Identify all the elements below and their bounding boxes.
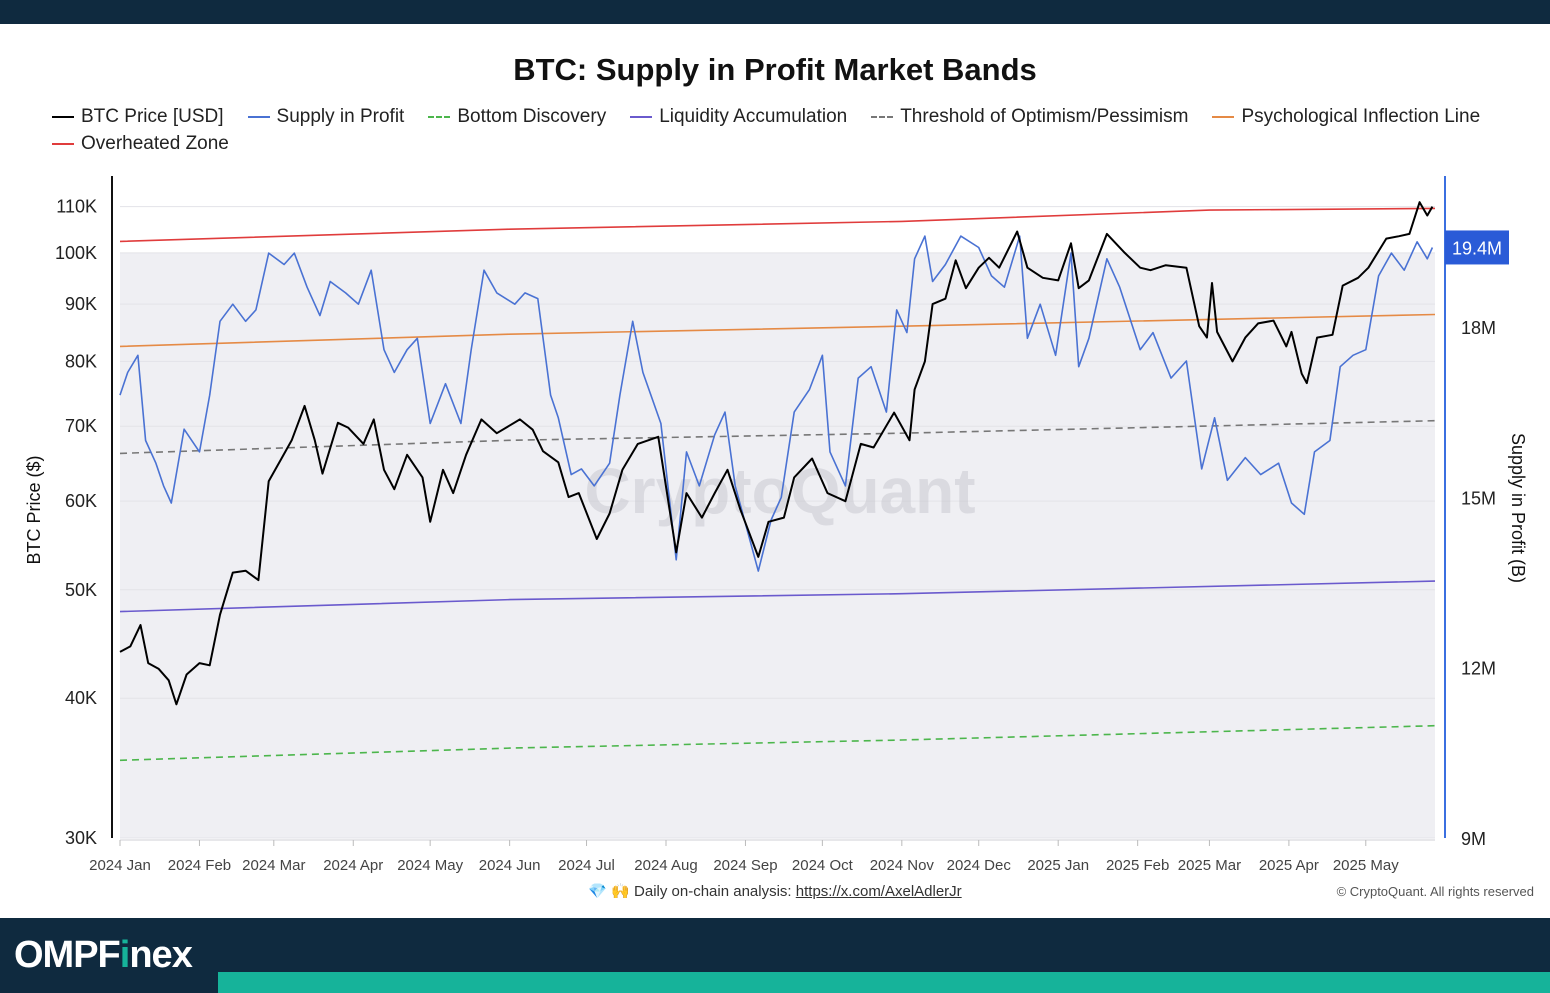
left-tick-label: 30K — [65, 828, 97, 848]
x-tick-label: 2024 Apr — [323, 857, 383, 874]
legend-item: Bottom Discovery — [428, 106, 606, 128]
x-tick-label: 2024 Jul — [558, 857, 615, 874]
left-tick-label: 40K — [65, 688, 97, 708]
x-tick-label: 2024 Jan — [89, 857, 151, 874]
legend-swatch — [52, 142, 74, 145]
chart-title: BTC: Supply in Profit Market Bands — [513, 52, 1037, 87]
analysis-link[interactable]: https://x.com/AxelAdlerJr — [795, 883, 962, 900]
series-line-bottom-discovery — [119, 724, 1436, 762]
brand-suffix: nex — [129, 934, 192, 976]
right-axis-title: Supply in Profit (B) — [1508, 433, 1528, 583]
left-tick-label: 70K — [65, 416, 97, 436]
legend-item: Overheated Zone — [52, 133, 229, 155]
right-tick-label: 18M — [1461, 318, 1496, 338]
legend-item: Liquidity Accumulation — [630, 106, 847, 128]
x-tick-label: 2024 Sep — [713, 857, 777, 874]
legend-label: Liquidity Accumulation — [659, 105, 848, 127]
brand-accent-bar — [218, 972, 1550, 993]
x-tick-label: 2024 Nov — [870, 857, 935, 874]
legend-swatch — [1212, 115, 1235, 118]
brand-logo: OMPFinex — [14, 934, 193, 977]
left-tick-label: 50K — [65, 580, 97, 600]
legend-item: Threshold of Optimism/Pessimism — [871, 106, 1188, 128]
brand-accent: i — [119, 934, 131, 976]
legend-swatch — [428, 115, 451, 118]
x-tick-label: 2025 Jan — [1027, 857, 1089, 874]
legend-swatch — [247, 115, 270, 118]
legend-row: BTC Price [USD] Supply in Profit Bottom Di… — [52, 103, 1532, 130]
x-tick-label: 2025 Feb — [1106, 857, 1169, 874]
legend-swatch — [52, 115, 74, 118]
x-tick-label: 2025 Mar — [1178, 857, 1241, 874]
left-axis-title: BTC Price ($) — [24, 455, 44, 564]
legend-label: BTC Price [USD] — [81, 105, 224, 127]
left-tick-label: 110K — [56, 197, 97, 217]
series-line-btc-price-usd- — [119, 201, 1434, 706]
x-tick-label: 2024 Oct — [792, 857, 854, 874]
diamond-hands-icon: 💎 🙌 — [588, 883, 630, 900]
chart-legend: BTC Price [USD] Supply in Profit Bottom Di… — [52, 103, 1532, 157]
legend-swatch — [871, 115, 894, 118]
series-line-supply-in-profit — [119, 235, 1434, 572]
analysis-label: Daily on-chain analysis: — [634, 883, 792, 900]
legend-label: Threshold of Optimism/Pessimism — [900, 105, 1189, 127]
legend-item: Psychological Inflection Line — [1212, 106, 1480, 128]
right-tick-label: 15M — [1461, 488, 1496, 508]
brand-prefix: OMPF — [14, 934, 121, 976]
series-line-overheated-zone — [119, 207, 1436, 243]
x-tick-label: 2024 Aug — [634, 857, 697, 874]
copyright-text: © CryptoQuant. All rights reserved — [1336, 884, 1534, 899]
watermark: CryptoQuant — [584, 455, 975, 527]
x-tick-label: 2024 Mar — [242, 857, 305, 874]
shaded-band — [120, 252, 1435, 838]
series-line-psychological-inflection-line — [119, 313, 1436, 348]
footer-link: 💎 🙌 Daily on-chain analysis: https://x.c… — [0, 882, 1550, 900]
right-tick-label: 9M — [1461, 829, 1486, 849]
x-tick-label: 2025 Apr — [1259, 857, 1319, 874]
top-bar — [0, 0, 1550, 24]
current-value-label: 19.4M — [1452, 238, 1502, 258]
chart-svg: CryptoQuant 30K 40K 50K 60K 70K 80K 90K 100K 110K… — [24, 176, 1528, 874]
x-tick-label: 2024 Dec — [947, 857, 1012, 874]
x-tick-label: 2024 Feb — [168, 857, 231, 874]
x-tick-label: 2025 May — [1333, 857, 1399, 874]
current-value-badge — [1445, 230, 1509, 265]
x-tick-label: 2024 May — [397, 857, 463, 874]
legend-item: BTC Price [USD] — [52, 106, 224, 128]
legend-item: Supply in Profit — [247, 105, 405, 128]
legend-label: Bottom Discovery — [457, 105, 607, 127]
left-tick-label: 80K — [65, 351, 97, 371]
series-line-liquidity-accumulation — [119, 580, 1436, 613]
left-tick-label: 60K — [65, 491, 97, 511]
x-tick-label: 2024 Jun — [479, 857, 541, 874]
legend-row: Overheated Zone — [52, 130, 1532, 157]
legend-label: Overheated Zone — [81, 132, 229, 154]
legend-swatch — [630, 115, 653, 118]
legend-label: Psychological Inflection Line — [1241, 105, 1481, 127]
left-tick-label: 100K — [55, 243, 97, 263]
left-tick-label: 90K — [65, 294, 97, 314]
series-line-threshold-of-optimism-pessimism — [119, 419, 1436, 455]
right-tick-label: 12M — [1461, 659, 1496, 679]
legend-label: Supply in Profit — [276, 105, 405, 127]
